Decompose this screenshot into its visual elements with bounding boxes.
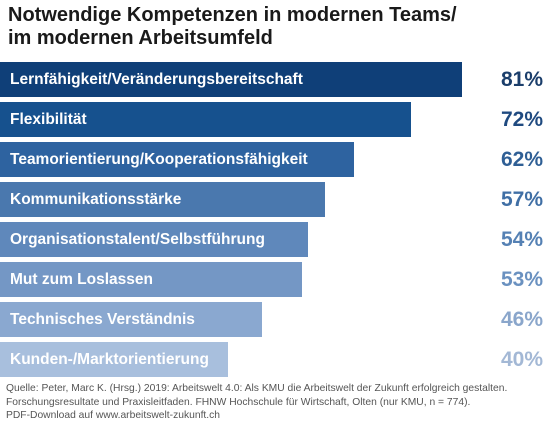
source-line-2: Forschungsresultate und Praxisleitfaden.…: [6, 396, 471, 408]
bar-value-label: 62%: [500, 148, 543, 171]
bar-value-label: 53%: [500, 268, 543, 291]
bar-label: Mut zum Loslassen: [10, 270, 153, 288]
bar-label: Lernfähigkeit/Veränderungsbereitschaft: [10, 70, 303, 88]
source-note: Quelle: Peter, Marc K. (Hrsg.) 2019: Arb…: [6, 382, 551, 423]
bar: Teamorientierung/Kooperationsfähigkeit: [0, 142, 354, 177]
bar-value-label: 46%: [500, 308, 543, 331]
bar: Technisches Verständnis: [0, 302, 262, 337]
chart-title-line-1: Notwendige Kompetenzen in modernen Teams…: [8, 4, 457, 26]
bar-label: Flexibilität: [10, 110, 87, 128]
bar-label: Kunden-/Marktorientierung: [10, 350, 209, 368]
bar: Organisationstalent/Selbstführung: [0, 222, 308, 257]
chart-title: Notwendige Kompetenzen in modernen Teams…: [8, 4, 548, 50]
bar-value-label: 72%: [500, 108, 543, 131]
bar: Kunden-/Marktorientierung: [0, 342, 228, 377]
bar-value-label: 54%: [500, 228, 543, 251]
bar: Lernfähigkeit/Veränderungsbereitschaft: [0, 62, 462, 97]
source-line-1: Quelle: Peter, Marc K. (Hrsg.) 2019: Arb…: [6, 383, 508, 394]
bar-value-label: 81%: [500, 68, 543, 91]
bar: Kommunikationsstärke: [0, 182, 325, 217]
source-line-3: PDF-Download auf www.arbeitswelt-zukunft…: [6, 410, 221, 421]
bar-label: Technisches Verständnis: [10, 310, 195, 328]
chart-title-line-2: im modernen Arbeitsumfeld: [8, 27, 273, 49]
bar-value-label: 40%: [500, 348, 543, 371]
bar-label: Kommunikationsstärke: [10, 190, 182, 208]
bar-label: Teamorientierung/Kooperationsfähigkeit: [10, 150, 308, 168]
bar: Mut zum Loslassen: [0, 262, 302, 297]
bar-value-label: 57%: [500, 188, 543, 211]
bar-label: Organisationstalent/Selbstführung: [10, 230, 265, 248]
bar: Flexibilität: [0, 102, 411, 137]
